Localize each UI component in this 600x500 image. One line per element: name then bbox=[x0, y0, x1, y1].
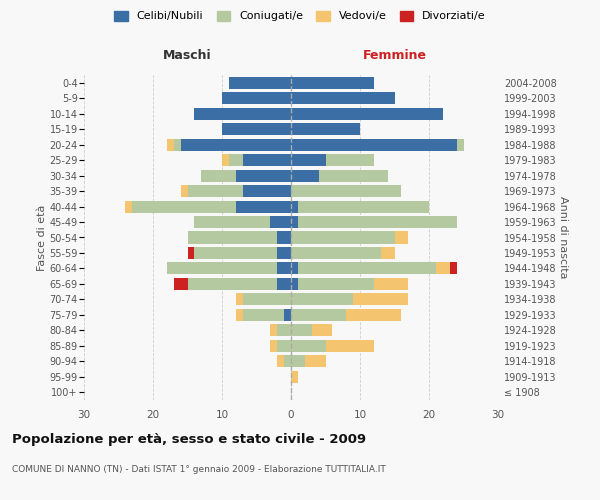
Bar bbox=[202, 170, 236, 181]
Y-axis label: Anni di nascita: Anni di nascita bbox=[558, 196, 568, 279]
Bar bbox=[457, 138, 464, 150]
Text: Femmine: Femmine bbox=[362, 49, 427, 62]
Bar bbox=[236, 309, 242, 321]
Bar bbox=[291, 309, 346, 321]
Bar bbox=[291, 232, 395, 243]
Text: Popolazione per età, sesso e stato civile - 2009: Popolazione per età, sesso e stato civil… bbox=[12, 432, 366, 446]
Bar bbox=[305, 356, 325, 368]
Text: COMUNE DI NANNO (TN) - Dati ISTAT 1° gennaio 2009 - Elaborazione TUTTITALIA.IT: COMUNE DI NANNO (TN) - Dati ISTAT 1° gen… bbox=[12, 466, 386, 474]
Bar bbox=[133, 200, 236, 212]
Bar bbox=[325, 154, 374, 166]
Bar bbox=[353, 294, 409, 306]
Bar bbox=[291, 356, 305, 368]
Legend: Celibi/Nubili, Coniugati/e, Vedovi/e, Divorziati/e: Celibi/Nubili, Coniugati/e, Vedovi/e, Di… bbox=[115, 10, 485, 22]
Bar bbox=[291, 154, 325, 166]
Bar bbox=[284, 309, 291, 321]
Bar bbox=[436, 262, 450, 274]
Bar bbox=[277, 356, 284, 368]
Bar bbox=[222, 123, 291, 135]
Bar bbox=[187, 232, 277, 243]
Bar bbox=[277, 340, 291, 352]
Bar bbox=[181, 138, 291, 150]
Bar bbox=[291, 371, 298, 383]
Bar bbox=[236, 170, 291, 181]
Bar bbox=[236, 294, 242, 306]
Bar bbox=[229, 76, 291, 89]
Bar bbox=[291, 108, 443, 120]
Bar bbox=[125, 200, 133, 212]
Bar bbox=[181, 185, 187, 197]
Bar bbox=[291, 324, 312, 336]
Bar bbox=[291, 92, 395, 104]
Bar bbox=[298, 278, 374, 290]
Bar bbox=[346, 309, 401, 321]
Bar bbox=[291, 262, 298, 274]
Bar bbox=[277, 324, 291, 336]
Bar bbox=[291, 123, 360, 135]
Bar bbox=[298, 216, 457, 228]
Bar bbox=[229, 154, 242, 166]
Bar bbox=[236, 200, 291, 212]
Bar bbox=[298, 200, 429, 212]
Bar bbox=[291, 76, 374, 89]
Bar bbox=[381, 247, 395, 259]
Bar bbox=[187, 247, 194, 259]
Bar bbox=[271, 340, 277, 352]
Bar bbox=[374, 278, 409, 290]
Bar bbox=[291, 170, 319, 181]
Bar bbox=[291, 247, 381, 259]
Bar bbox=[291, 185, 401, 197]
Bar bbox=[243, 309, 284, 321]
Bar bbox=[174, 278, 187, 290]
Bar bbox=[174, 138, 181, 150]
Bar bbox=[194, 108, 291, 120]
Bar bbox=[242, 185, 291, 197]
Bar bbox=[312, 324, 332, 336]
Bar bbox=[298, 262, 436, 274]
Bar bbox=[291, 216, 298, 228]
Y-axis label: Fasce di età: Fasce di età bbox=[37, 204, 47, 270]
Bar bbox=[284, 356, 291, 368]
Bar bbox=[277, 262, 291, 274]
Bar bbox=[242, 294, 291, 306]
Bar bbox=[167, 262, 277, 274]
Bar bbox=[291, 138, 457, 150]
Bar bbox=[222, 92, 291, 104]
Bar bbox=[187, 185, 242, 197]
Bar bbox=[187, 278, 277, 290]
Bar bbox=[291, 340, 325, 352]
Bar bbox=[291, 294, 353, 306]
Bar bbox=[242, 154, 291, 166]
Bar bbox=[325, 340, 374, 352]
Bar bbox=[291, 278, 298, 290]
Bar bbox=[277, 232, 291, 243]
Bar bbox=[277, 278, 291, 290]
Bar bbox=[277, 247, 291, 259]
Bar bbox=[395, 232, 409, 243]
Bar bbox=[167, 138, 174, 150]
Bar bbox=[194, 216, 271, 228]
Bar bbox=[194, 247, 277, 259]
Bar bbox=[222, 154, 229, 166]
Bar bbox=[271, 216, 291, 228]
Bar bbox=[291, 200, 298, 212]
Bar bbox=[450, 262, 457, 274]
Bar bbox=[271, 324, 277, 336]
Bar bbox=[319, 170, 388, 181]
Text: Maschi: Maschi bbox=[163, 49, 212, 62]
